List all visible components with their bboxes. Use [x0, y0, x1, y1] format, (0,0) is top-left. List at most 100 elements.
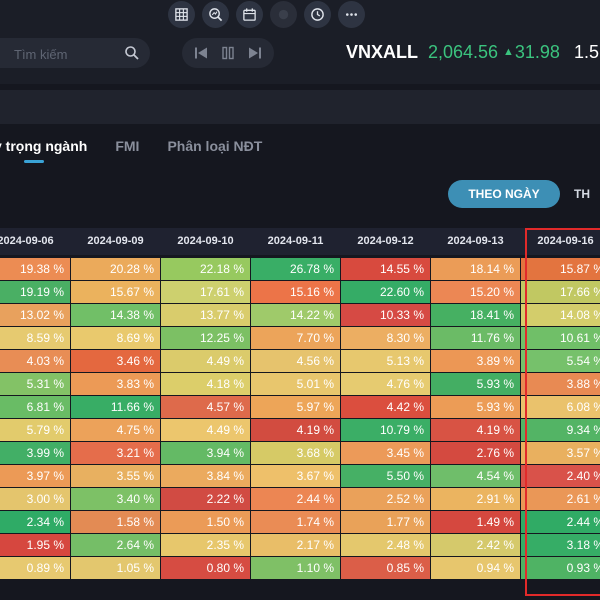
table-cell: 2.35 % [161, 534, 250, 556]
table-cell: 5.97 % [251, 396, 340, 418]
table-cell: 5.79 % [0, 419, 70, 441]
column-header[interactable]: 2024-09-11 [267, 235, 324, 247]
table-cell: 4.76 % [341, 373, 430, 395]
table-cell: 2.76 % [431, 442, 520, 464]
table-cell: 15.87 % [521, 258, 600, 280]
index-change-value: 31.98 [514, 42, 560, 62]
calendar-icon[interactable] [236, 1, 263, 28]
table-row: 8.59 % 8.69 % 12.25 % 7.70 % 8.30 % 11.76 % 10… [0, 327, 600, 349]
skip-back-icon[interactable] [193, 45, 209, 61]
heatmap-table: 2024-09-06 2024-09-09 2024-09-10 2024-09-11… [0, 228, 600, 580]
sub-header-bar [0, 90, 600, 124]
table-cell: 2.61 % [521, 488, 600, 510]
table-cell: 3.89 % [431, 350, 520, 372]
table-cell: 2.48 % [341, 534, 430, 556]
table-cell: 6.81 % [0, 396, 70, 418]
table-cell: 4.54 % [431, 465, 520, 487]
table-row: 6.81 % 11.66 % 4.57 % 5.97 % 4.42 % 5.93 % 6.0… [0, 396, 600, 418]
table-row: 3.99 % 3.21 % 3.94 % 3.68 % 3.45 % 2.76 % 3.57… [0, 442, 600, 464]
index-next-value: 1.5 [574, 42, 600, 62]
table-cell: 4.03 % [0, 350, 70, 372]
table-cell: 1.49 % [431, 511, 520, 533]
table-cell: 3.88 % [521, 373, 600, 395]
more-icon[interactable] [338, 1, 365, 28]
table-cell: 10.33 % [341, 304, 430, 326]
table-cell: 26.78 % [251, 258, 340, 280]
tab-investor-type[interactable]: Phân loại NĐT [167, 138, 263, 154]
table-cell: 5.50 % [341, 465, 430, 487]
toolbar [168, 1, 365, 28]
table-row: 13.02 % 14.38 % 13.77 % 14.22 % 10.33 % 18.41… [0, 304, 600, 326]
next-mode-button[interactable]: TH [574, 187, 590, 201]
table-cell: 4.57 % [161, 396, 250, 418]
table-cell: 4.18 % [161, 373, 250, 395]
table-cell: 9.34 % [521, 419, 600, 441]
table-cell: 3.45 % [341, 442, 430, 464]
search-input[interactable] [12, 38, 116, 70]
table-cell: 18.14 % [431, 258, 520, 280]
table-cell: 22.60 % [341, 281, 430, 303]
table-cell: 7.70 % [251, 327, 340, 349]
table-cell: 8.69 % [71, 327, 160, 349]
table-cell: 4.42 % [341, 396, 430, 418]
index-name[interactable]: VNXALL [346, 42, 418, 62]
table-cell: 4.56 % [251, 350, 340, 372]
table-cell: 1.05 % [71, 557, 160, 579]
table-cell: 2.42 % [431, 534, 520, 556]
table-body: 19.38 % 20.28 % 22.18 % 26.78 % 14.55 % 18.14… [0, 258, 600, 579]
table-cell: 13.02 % [0, 304, 70, 326]
table-cell: 2.64 % [71, 534, 160, 556]
table-row: 19.38 % 20.28 % 22.18 % 26.78 % 14.55 % 18.14… [0, 258, 600, 280]
table-cell: 2.91 % [431, 488, 520, 510]
column-header[interactable]: 2024-09-13 [447, 235, 504, 247]
table-cell: 2.22 % [161, 488, 250, 510]
table-cell: 3.55 % [71, 465, 160, 487]
table-cell: 19.19 % [0, 281, 70, 303]
search-chart-icon[interactable] [202, 1, 229, 28]
column-header[interactable]: 2024-09-10 [177, 235, 234, 247]
table-row: 4.03 % 3.46 % 4.49 % 4.56 % 5.13 % 3.89 % 5.54… [0, 350, 600, 372]
column-header[interactable]: 2024-09-09 [87, 235, 144, 247]
record-icon[interactable] [270, 1, 297, 28]
table-cell: 0.89 % [0, 557, 70, 579]
grid-icon[interactable] [168, 1, 195, 28]
table-cell: 3.67 % [251, 465, 340, 487]
table-cell: 2.44 % [251, 488, 340, 510]
table-cell: 14.22 % [251, 304, 340, 326]
table-cell: 20.28 % [71, 258, 160, 280]
table-cell: 22.18 % [161, 258, 250, 280]
tab-industry-weight[interactable]: ỷ trọng ngành [0, 138, 87, 163]
table-cell: 2.44 % [521, 511, 600, 533]
table-cell: 8.30 % [341, 327, 430, 349]
table-cell: 15.16 % [251, 281, 340, 303]
table-cell: 13.77 % [161, 304, 250, 326]
table-row: 3.00 % 3.40 % 2.22 % 2.44 % 2.52 % 2.91 % 2.61… [0, 488, 600, 510]
table-cell: 17.61 % [161, 281, 250, 303]
table-cell: 5.54 % [521, 350, 600, 372]
column-header[interactable]: 2024-09-06 [0, 235, 54, 247]
column-header[interactable]: 2024-09-16 [537, 235, 594, 247]
by-day-button[interactable]: THEO NGÀY [448, 180, 560, 208]
skip-forward-icon[interactable] [247, 45, 263, 61]
table-cell: 15.20 % [431, 281, 520, 303]
column-header[interactable]: 2024-09-12 [357, 235, 414, 247]
table-cell: 11.66 % [71, 396, 160, 418]
tab-fmi[interactable]: FMI [115, 138, 140, 154]
search-icon[interactable] [124, 45, 140, 61]
table-cell: 3.83 % [71, 373, 160, 395]
top-bar: VNXALL 2,064.56 ▲31.98 1.5 [0, 0, 600, 84]
table-cell: 12.25 % [161, 327, 250, 349]
table-cell: 5.01 % [251, 373, 340, 395]
tab-bar: ỷ trọng ngành FMI Phân loại NĐT [0, 138, 263, 163]
table-cell: 5.31 % [0, 373, 70, 395]
index-change: ▲31.98 [503, 42, 560, 63]
pause-icon[interactable] [220, 45, 236, 61]
clock-icon[interactable] [304, 1, 331, 28]
table-cell: 3.00 % [0, 488, 70, 510]
table-cell: 1.58 % [71, 511, 160, 533]
table-cell: 2.52 % [341, 488, 430, 510]
table-cell: 0.93 % [521, 557, 600, 579]
table-cell: 19.38 % [0, 258, 70, 280]
table-header: 2024-09-06 2024-09-09 2024-09-10 2024-09-11… [0, 228, 600, 255]
table-cell: 3.57 % [521, 442, 600, 464]
